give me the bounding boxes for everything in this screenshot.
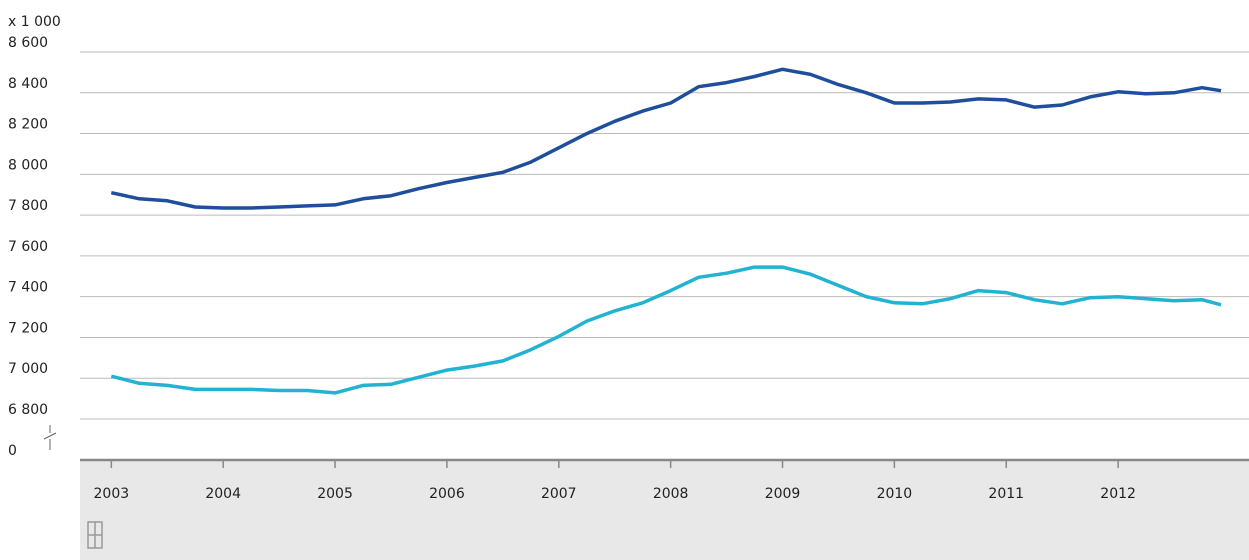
y-tick-label: 7 400 [8,280,48,296]
y-tick-label: 8 200 [8,117,48,133]
line-series [110,67,1222,210]
x-axis-panel [80,461,1249,560]
x-tick-label: 2009 [765,486,801,502]
line-series [110,265,1222,395]
y-unit-label: x 1 000 [8,14,61,30]
x-tick-label: 2008 [653,486,689,502]
y-tick-label: 6 800 [8,402,48,418]
x-tick-label: 2010 [877,486,913,502]
y-tick-label: 7 000 [8,361,48,377]
x-tick-label: 2012 [1100,486,1136,502]
y-tick-label: 8 400 [8,76,48,92]
x-tick-label: 2005 [317,486,353,502]
y-tick-label: 8 600 [8,35,48,51]
y-tick-label: 7 800 [8,198,48,214]
logo [87,521,103,549]
y-tick-label: 8 000 [8,157,48,173]
y-tick-label: 0 [8,443,17,459]
y-tick-label: 7 600 [8,239,48,255]
axis-break [43,425,57,450]
x-tick-label: 2006 [429,486,465,502]
x-tick-label: 2011 [988,486,1024,502]
x-tick-label: 2003 [94,486,130,502]
y-tick-label: 7 200 [8,320,48,336]
x-tick-label: 2007 [541,486,577,502]
x-tick-label: 2004 [205,486,241,502]
